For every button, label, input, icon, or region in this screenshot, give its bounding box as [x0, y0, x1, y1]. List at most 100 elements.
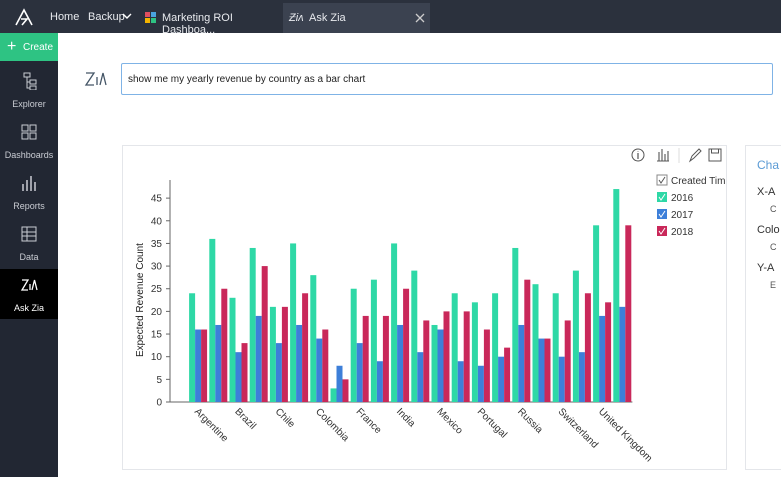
bar — [350, 288, 357, 402]
bar — [290, 243, 297, 402]
sidebar-label: Data — [19, 252, 39, 262]
sidebar-item[interactable]: Dashboards — [0, 116, 58, 166]
save-glyph — [711, 148, 719, 154]
bar — [564, 320, 571, 402]
bar — [189, 293, 196, 402]
panel-section: Colo — [757, 224, 780, 236]
x-tick-label: Colombia — [313, 406, 351, 444]
x-tick-label: India — [394, 406, 417, 429]
bar — [552, 293, 559, 402]
legend-label: 2017 — [671, 210, 694, 221]
chart: 0 5 10 15 20 25 30 35 40 45 Expected Revenue Count… — [135, 148, 725, 464]
bar — [403, 288, 410, 402]
legend-label: 2016 — [671, 193, 694, 204]
bar — [411, 270, 418, 402]
bar — [316, 338, 323, 402]
sidebar — [0, 33, 58, 477]
bar — [417, 352, 424, 402]
tab-label: Marketing ROI Dashboa... — [162, 12, 233, 36]
x-tick-label: Chile — [273, 406, 297, 430]
save-icon[interactable] — [708, 148, 722, 162]
settings-panel: Cha X-A C Colo C Y-A E — [745, 145, 781, 470]
edit-icon[interactable] — [688, 148, 702, 163]
bar — [249, 247, 256, 402]
x-tick-label: Mexico — [434, 406, 464, 436]
bar — [463, 311, 470, 402]
bar — [269, 306, 276, 402]
bar — [498, 356, 505, 402]
bar — [443, 311, 450, 402]
bar — [578, 352, 585, 402]
bar — [437, 329, 444, 402]
tab-icon — [145, 12, 156, 23]
y-tick-label: 0 — [156, 398, 162, 409]
bar — [477, 365, 484, 402]
legend-swatch — [657, 192, 667, 202]
x-tick-label: United Kingdom — [596, 406, 654, 464]
x-tick-label: Brazil — [232, 406, 257, 431]
bar — [209, 238, 216, 402]
y-tick-label: 5 — [156, 375, 162, 386]
bar — [619, 306, 626, 402]
legend-swatch — [657, 209, 667, 219]
close-icon[interactable] — [415, 13, 425, 23]
bar — [302, 293, 309, 402]
bar — [397, 324, 404, 402]
bar — [241, 343, 248, 402]
sidebar-label: Reports — [13, 201, 45, 211]
bar — [235, 352, 242, 402]
bar — [382, 315, 389, 402]
bar — [261, 266, 268, 402]
legend-title: Created Tim — [671, 176, 725, 187]
y-tick-label: 45 — [151, 194, 163, 205]
bar — [599, 315, 606, 402]
bar — [275, 343, 282, 402]
bar — [524, 279, 531, 402]
panel-section: X-A — [757, 186, 776, 198]
y-axis-label: Expected Revenue Count — [135, 243, 146, 357]
info-icon[interactable] — [631, 148, 645, 162]
active-tab[interactable]: Ƶiᴧ Ask Zia — [283, 3, 430, 33]
backup-menu[interactable]: Backup — [88, 11, 125, 23]
x-tick-label: France — [354, 406, 384, 436]
bar — [423, 320, 430, 402]
y-tick-label: 25 — [151, 284, 163, 295]
tab[interactable]: Marketing ROI Dashboa... — [141, 4, 281, 36]
bar — [471, 302, 478, 402]
bar — [391, 243, 398, 402]
bar — [322, 329, 329, 402]
x-tick-label: Russia — [515, 406, 545, 436]
bar — [215, 324, 222, 402]
bar — [625, 225, 632, 402]
legend-swatch — [657, 226, 667, 236]
sidebar-icon — [22, 176, 36, 191]
toolbar — [631, 148, 722, 163]
bar — [431, 324, 438, 402]
y-tick-label: 20 — [151, 307, 163, 318]
bar — [538, 338, 545, 402]
query-input[interactable]: show me my yearly revenue by country as … — [121, 63, 773, 95]
panel-title: Cha — [757, 158, 780, 172]
sidebar-item[interactable]: Explorer — [0, 65, 58, 115]
bar — [356, 343, 363, 402]
home-link[interactable]: Home — [50, 11, 80, 23]
bar — [572, 270, 579, 402]
create-button[interactable]: + Create — [0, 33, 58, 61]
legend-check — [658, 210, 666, 218]
bar — [229, 297, 236, 402]
sidebar-item[interactable]: Reports — [0, 167, 58, 217]
bar — [195, 329, 202, 402]
top-bar: Home Backup Marketing ROI Dashboa... Ƶiᴧ… — [0, 0, 781, 36]
plus: + — [7, 38, 17, 55]
sidebar-item[interactable]: Data — [0, 218, 58, 268]
sidebar-item[interactable]: Ask Zia — [0, 269, 58, 319]
bar — [336, 365, 343, 402]
sidebar-label: Dashboards — [4, 150, 54, 160]
chart-type-icon[interactable] — [657, 149, 669, 162]
bar — [362, 315, 369, 402]
create-label: Create — [23, 42, 54, 53]
bar — [512, 247, 519, 402]
x-tick-label: Argentine — [192, 406, 230, 444]
x-tick-label: Portugal — [475, 406, 509, 440]
